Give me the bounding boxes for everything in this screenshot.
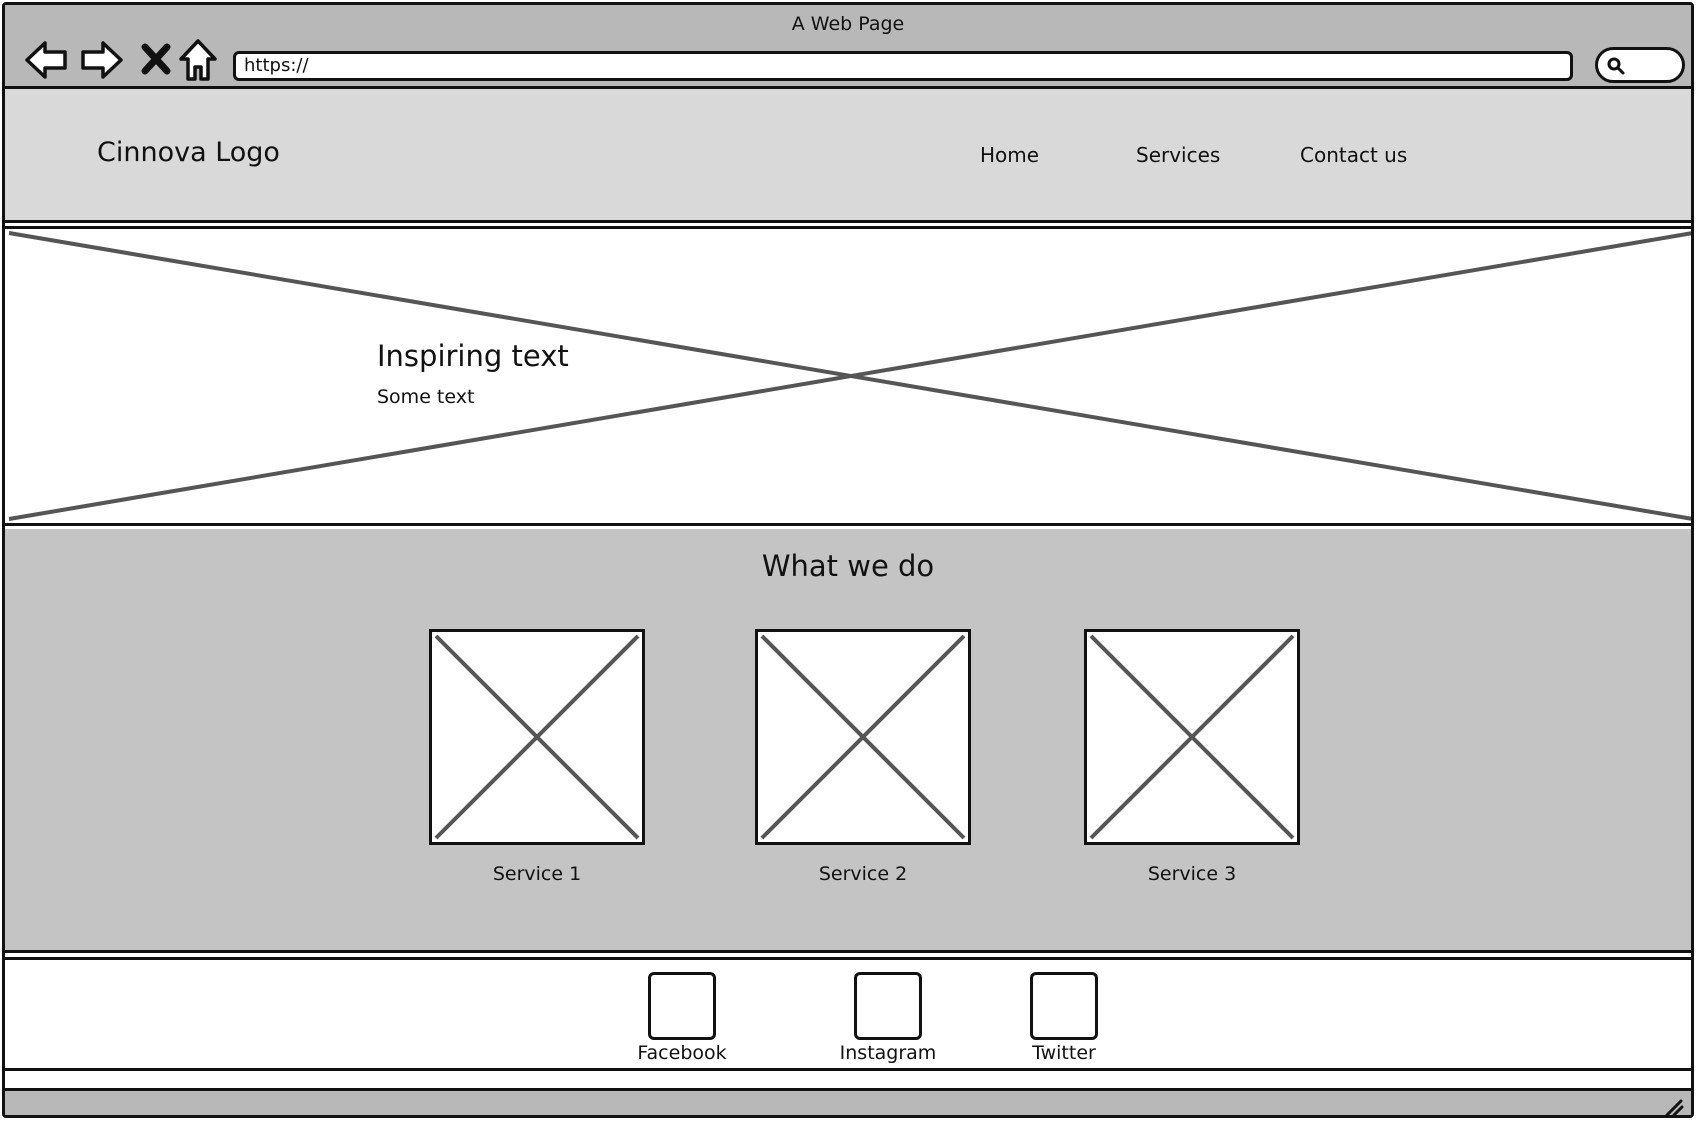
back-arrow-icon[interactable] — [23, 37, 69, 83]
search-icon — [1607, 57, 1625, 75]
service-card[interactable]: Service 1 — [429, 629, 645, 885]
nav-link-home[interactable]: Home — [980, 143, 1040, 167]
service-card[interactable]: Service 2 — [755, 629, 971, 885]
close-x-icon[interactable] — [133, 37, 179, 83]
hero-subtitle: Some text — [377, 386, 475, 408]
social-label: Instagram — [839, 1042, 937, 1064]
twitter-icon — [1030, 972, 1098, 1040]
forward-arrow-icon[interactable] — [79, 37, 125, 83]
site-footer: Facebook Instagram Twitter — [5, 957, 1691, 1071]
nav-link-services[interactable]: Services — [1136, 143, 1221, 167]
image-placeholder-icon — [760, 634, 966, 840]
service-image — [429, 629, 645, 845]
instagram-icon — [854, 972, 922, 1040]
nav-link-contact[interactable]: Contact us — [1300, 143, 1408, 167]
browser-toolbar: A Web Page https:// — [5, 5, 1691, 89]
social-link-twitter[interactable]: Twitter — [1009, 972, 1119, 1064]
service-image — [1084, 629, 1300, 845]
resize-handle-icon[interactable] — [1661, 1095, 1685, 1117]
browser-status-bar — [5, 1088, 1691, 1117]
image-placeholder-icon — [434, 634, 640, 840]
search-button[interactable] — [1595, 47, 1685, 83]
image-placeholder-icon — [1089, 634, 1295, 840]
social-label: Facebook — [637, 1042, 727, 1064]
service-label: Service 1 — [492, 863, 582, 885]
site-logo[interactable]: Cinnova Logo — [97, 137, 280, 168]
hero-title: Inspiring text — [377, 339, 569, 373]
service-image — [755, 629, 971, 845]
social-link-facebook[interactable]: Facebook — [627, 972, 737, 1064]
site-header: Cinnova Logo Home Services Contact us — [5, 89, 1691, 223]
services-title: What we do — [761, 549, 935, 583]
hero-image-placeholder-icon — [8, 231, 1691, 521]
services-section: What we do Service 1 Service 2 — [5, 529, 1691, 953]
url-input[interactable]: https:// — [233, 51, 1573, 81]
social-link-instagram[interactable]: Instagram — [833, 972, 943, 1064]
social-label: Twitter — [1032, 1042, 1096, 1064]
window-title: A Web Page — [791, 13, 905, 35]
service-label: Service 2 — [818, 863, 908, 885]
facebook-icon — [648, 972, 716, 1040]
service-card[interactable]: Service 3 — [1084, 629, 1300, 885]
home-icon[interactable] — [175, 37, 221, 83]
hero-banner: Inspiring text Some text — [5, 226, 1691, 526]
service-label: Service 3 — [1147, 863, 1237, 885]
